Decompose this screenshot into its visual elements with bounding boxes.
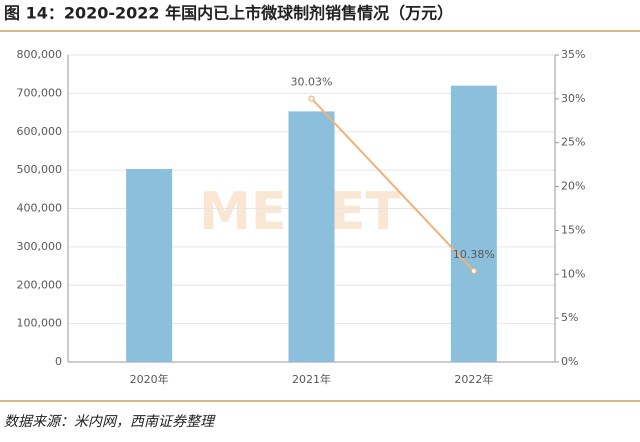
source-note: 数据来源：米内网，西南证券整理 [4, 414, 216, 430]
x-tick-label: 2020年 [130, 372, 169, 386]
y-tick-label: 600,000 [17, 125, 63, 138]
y2-tick-label: 25% [561, 136, 585, 149]
y-tick-label: 400,000 [17, 202, 63, 215]
line-point [470, 267, 477, 275]
y-tick-label: 300,000 [17, 240, 63, 253]
y-tick-label: 100,000 [17, 317, 63, 330]
y2-tick-label: 35% [561, 48, 585, 61]
y2-tick-label: 5% [561, 311, 578, 324]
y2-tick-label: 30% [561, 92, 585, 105]
bar [288, 111, 335, 362]
value-label: 30.03% [291, 76, 333, 89]
y2-tick-label: 15% [561, 223, 585, 236]
chart-title: 图 14：2020-2022 年国内已上市微球制剂销售情况（万元） [4, 4, 453, 23]
y-tick-label: 700,000 [17, 86, 63, 99]
y-tick-label: 500,000 [17, 163, 63, 176]
x-tick-label: 2021年 [292, 372, 331, 386]
bar [126, 168, 173, 362]
y-tick-label: 200,000 [17, 278, 63, 291]
line-point [308, 95, 315, 102]
value-label: 10.38% [453, 248, 495, 261]
line [310, 97, 475, 272]
y2-tick-label: 0% [561, 355, 578, 368]
x-tick-label: 2022年 [454, 372, 493, 386]
bar [450, 85, 497, 362]
y2-tick-label: 20% [561, 180, 585, 193]
y2-tick-label: 10% [561, 267, 585, 280]
y-tick-label: 800,000 [17, 48, 63, 61]
y-tick-label: 0 [55, 355, 62, 368]
